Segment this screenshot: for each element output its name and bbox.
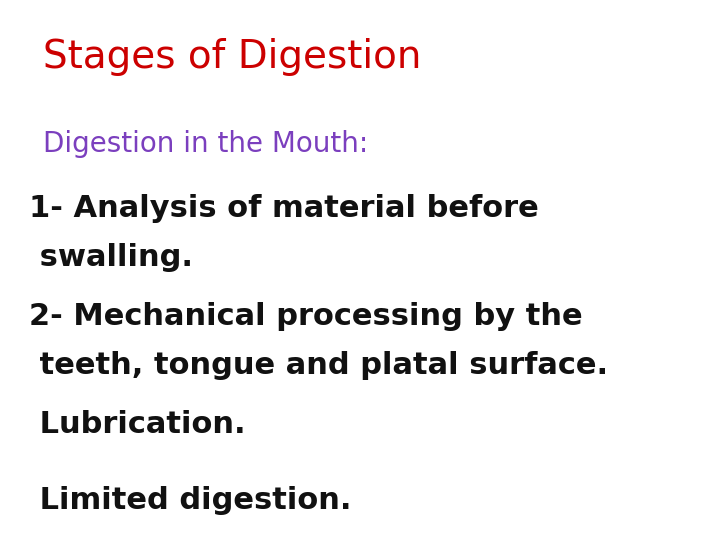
- Text: 2- Mechanical processing by the: 2- Mechanical processing by the: [29, 302, 582, 332]
- Text: Digestion in the Mouth:: Digestion in the Mouth:: [43, 130, 369, 158]
- Text: Lubrication.: Lubrication.: [29, 410, 246, 440]
- Text: teeth, tongue and platal surface.: teeth, tongue and platal surface.: [29, 351, 608, 380]
- Text: 1- Analysis of material before: 1- Analysis of material before: [29, 194, 539, 224]
- Text: Limited digestion.: Limited digestion.: [29, 486, 351, 515]
- Text: swalling.: swalling.: [29, 243, 193, 272]
- Text: Stages of Digestion: Stages of Digestion: [43, 38, 422, 76]
